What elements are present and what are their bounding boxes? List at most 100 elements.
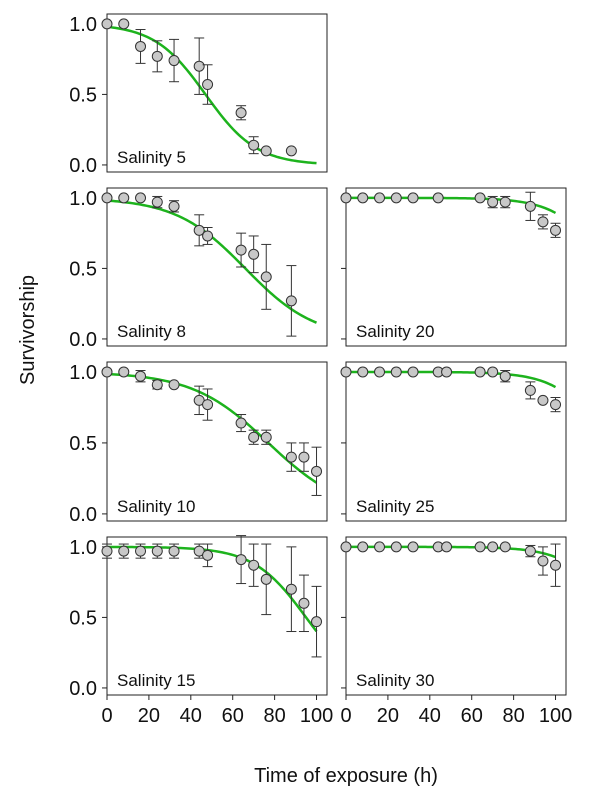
data-point: [524, 200, 536, 212]
panels-group: 0.0 0.5 1.0 Salinity 5 0.0 0.5 1.0 Salinity 8 Sa…: [69, 13, 572, 727]
fitted-curve: [106, 199, 318, 324]
chart-panel: Salinity 20: [340, 187, 567, 347]
data-point: [168, 200, 180, 212]
data-point: [487, 366, 499, 378]
data-point: [474, 541, 486, 553]
data-point: [537, 216, 549, 228]
y-tick-label: 1.0: [69, 362, 97, 384]
chart-panel: 0.0 0.5 1.0 0 20 40 60 80 100 Salinity 15: [69, 535, 333, 727]
data-point: [340, 366, 352, 378]
data-point: [441, 366, 453, 378]
y-axis-title: Survivorship: [17, 275, 39, 385]
y-tick-label: 0.5: [69, 607, 97, 629]
y-tick-label: 1.0: [69, 537, 97, 559]
x-tick-label: 60: [461, 705, 483, 727]
panel-frame: [106, 536, 328, 696]
data-point: [193, 60, 205, 72]
data-point: [390, 541, 402, 553]
x-tick-label: 40: [419, 705, 441, 727]
y-tick-label: 0.5: [69, 84, 97, 106]
data-point: [168, 55, 180, 67]
x-tick-label: 80: [502, 705, 524, 727]
data-point: [374, 366, 386, 378]
data-point: [407, 192, 419, 204]
data-point: [260, 145, 272, 157]
data-point: [285, 451, 297, 463]
data-point: [248, 139, 260, 151]
fitted-curve: [106, 372, 318, 484]
data-point: [135, 40, 147, 52]
data-point: [235, 554, 247, 566]
data-point: [248, 431, 260, 443]
panel-frame: [345, 361, 567, 522]
fitted-curve: [107, 545, 318, 633]
data-point: [550, 559, 562, 571]
panel-label: Salinity 5: [117, 148, 186, 167]
data-point: [135, 370, 147, 382]
data-point: [151, 545, 163, 557]
data-point: [550, 399, 562, 411]
data-point: [390, 192, 402, 204]
y-tick-label: 1.0: [69, 14, 97, 36]
data-point: [357, 541, 369, 553]
panel-label: Salinity 25: [356, 497, 434, 516]
data-point: [248, 248, 260, 260]
data-point: [193, 224, 205, 236]
data-point: [537, 555, 549, 567]
data-point: [390, 366, 402, 378]
data-point: [311, 616, 323, 628]
x-tick-label: 40: [180, 705, 202, 727]
y-tick-label: 0.5: [69, 433, 97, 455]
data-point: [474, 366, 486, 378]
data-point: [202, 79, 214, 91]
data-point: [499, 370, 511, 382]
x-tick-label: 0: [101, 705, 112, 727]
data-point: [202, 549, 214, 561]
data-point: [537, 394, 549, 406]
data-point: [524, 384, 536, 396]
data-point: [311, 465, 323, 477]
data-point: [474, 192, 486, 204]
chart-panel: 0.0 0.5 1.0 Salinity 8: [69, 187, 328, 351]
data-point: [407, 541, 419, 553]
x-tick-label: 20: [138, 705, 160, 727]
data-point: [135, 545, 147, 557]
data-point: [118, 192, 130, 204]
data-point: [524, 545, 536, 557]
panel-frame: [106, 13, 328, 173]
data-point: [298, 597, 310, 609]
data-point: [340, 192, 352, 204]
x-tick-label: 80: [263, 705, 285, 727]
panel-label: Salinity 20: [356, 322, 434, 341]
data-point: [168, 545, 180, 557]
data-point: [118, 18, 130, 30]
data-point: [285, 583, 297, 595]
panel-label: Salinity 8: [117, 322, 186, 341]
x-tick-label: 100: [539, 705, 572, 727]
x-tick-label: 100: [300, 705, 333, 727]
data-point: [340, 541, 352, 553]
data-point: [499, 196, 511, 208]
fitted-curve: [106, 25, 317, 165]
data-point: [298, 451, 310, 463]
y-tick-label: 0.5: [69, 258, 97, 280]
x-tick-label: 0: [340, 705, 351, 727]
y-tick-label: 0.0: [69, 155, 97, 177]
y-tick-label: 0.0: [69, 329, 97, 351]
panel-frame: [106, 187, 328, 347]
data-point: [357, 366, 369, 378]
x-axis-title: Time of exposure (h): [254, 765, 438, 787]
data-point: [168, 379, 180, 391]
data-point: [101, 192, 113, 204]
data-point: [432, 192, 444, 204]
data-point: [374, 541, 386, 553]
data-point: [202, 399, 214, 411]
data-point: [248, 559, 260, 571]
data-point: [441, 541, 453, 553]
data-point: [499, 541, 511, 553]
data-point: [285, 295, 297, 307]
data-point: [260, 271, 272, 283]
data-point: [487, 541, 499, 553]
data-point: [550, 224, 562, 236]
